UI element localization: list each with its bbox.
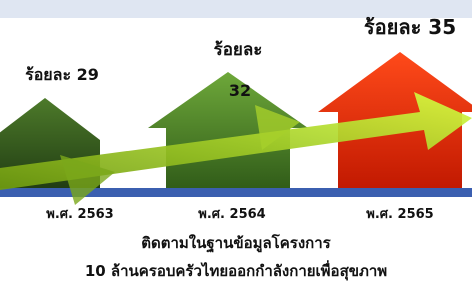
item-label: ร้อยละ 35 (364, 15, 456, 39)
year-label: พ.ศ. 2563 (46, 207, 113, 222)
item-label: ร้อยละ (214, 40, 263, 60)
item-label: 32 (229, 81, 251, 100)
year-label: พ.ศ. 2565 (366, 207, 433, 222)
infographic: ร้อยละ 29 ร้อยละ 32 ร้อยละ 35 พ.ศ. 2563 … (0, 0, 472, 301)
caption-line: 10 ล้านครอบครัวไทยออกกำลังกายเพื่อสุขภาพ (85, 260, 387, 281)
item-label: ร้อยละ 29 (25, 65, 99, 84)
year-label: พ.ศ. 2564 (198, 207, 265, 222)
caption-line: ติดตามในฐานข้อมูลโครงการ (141, 233, 331, 253)
